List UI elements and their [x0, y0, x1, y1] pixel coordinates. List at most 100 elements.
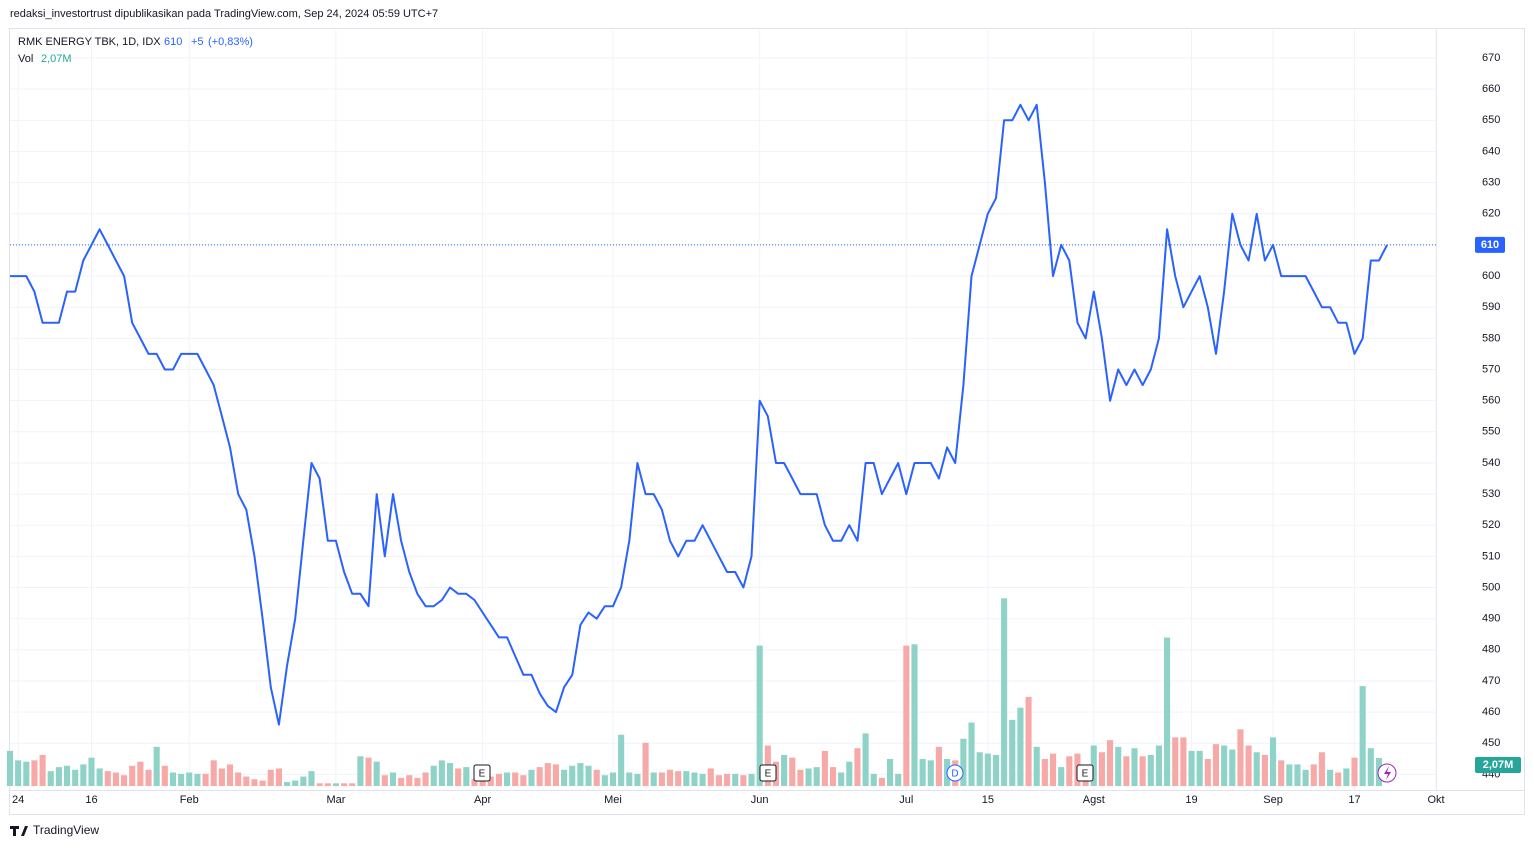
volume-bar: [112, 772, 119, 786]
last-volume-box: [1475, 757, 1521, 773]
volume-bar: [275, 768, 282, 786]
volume-bar: [854, 748, 861, 786]
symbol: RMK ENERGY TBK, 1D, IDX: [18, 36, 161, 48]
volume-bar: [308, 771, 315, 786]
volume-bar: [63, 765, 71, 786]
volume-bar: [528, 769, 535, 786]
volume-bar: [55, 767, 62, 786]
x-tick-label: Jul: [899, 794, 913, 806]
volume-bar: [699, 773, 706, 786]
lightning-icon[interactable]: [1377, 763, 1397, 783]
last-price-box: [1475, 236, 1505, 253]
change-pct: (+0,83%): [208, 36, 253, 48]
volume-bar: [202, 773, 209, 786]
y-tick-label: 470: [1482, 675, 1500, 687]
volume-bar: [1310, 764, 1317, 786]
price: 610: [164, 36, 182, 48]
volume-bar: [1302, 769, 1309, 786]
volume-bar: [1221, 745, 1228, 786]
volume-bar: [479, 780, 486, 786]
x-tick-label: Okt: [1427, 794, 1444, 806]
volume-bar: [895, 773, 902, 786]
last-volume-label: 2,07M: [1483, 759, 1514, 771]
volume-bar: [984, 753, 991, 786]
volume-bar: [267, 769, 274, 786]
volume-bar: [919, 759, 926, 786]
volume-bar: [691, 772, 698, 786]
volume-bar: [609, 772, 617, 786]
last-price-label: 610: [1481, 239, 1499, 251]
volume-bar: [487, 776, 494, 786]
volume-bar: [846, 761, 853, 786]
volume-bar: [178, 773, 185, 786]
volume-bar: [569, 765, 576, 786]
volume-bar: [235, 772, 242, 786]
price-line-group: [10, 103, 1388, 726]
event-marker[interactable]: E: [759, 764, 777, 782]
x-tick-label: Jun: [751, 794, 769, 806]
volume-bar: [650, 772, 657, 786]
volume-bar: [544, 763, 551, 786]
y-tick-label: 590: [1482, 301, 1500, 313]
volume-bar: [1058, 767, 1065, 786]
y-tick-label: 600: [1482, 270, 1500, 282]
volume-bar: [1090, 745, 1097, 786]
price-line: [10, 103, 1388, 726]
volume-bar: [1367, 748, 1374, 786]
volume-bar: [495, 773, 502, 786]
volume-bar: [463, 767, 470, 786]
volume-bar: [169, 772, 177, 786]
volume-bar: [748, 773, 755, 786]
event-marker[interactable]: E: [1076, 764, 1094, 782]
volume-bar: [577, 763, 584, 786]
volume-bar: [446, 763, 454, 786]
y-tick-label: 480: [1482, 644, 1500, 656]
volume-bar: [324, 783, 331, 786]
volume-bar: [715, 775, 722, 786]
volume-bar: [1335, 772, 1342, 786]
event-marker[interactable]: D: [946, 764, 964, 782]
volume-bar: [1001, 598, 1008, 786]
volume-bar: [585, 765, 592, 786]
x-tick-label: Mei: [604, 794, 622, 806]
volume-bar: [455, 768, 462, 786]
volume-bar: [1139, 756, 1146, 786]
volume-bar: [593, 769, 600, 786]
y-tick-label: 530: [1482, 488, 1500, 500]
y-tick-label: 630: [1482, 177, 1500, 189]
grid: [10, 30, 1437, 790]
volume-bar: [15, 760, 22, 786]
volume-bar: [1025, 696, 1032, 786]
volume-bar: [732, 773, 739, 786]
volume-bar: [658, 772, 665, 786]
volume-bar: [243, 776, 250, 786]
volume-bar: [31, 760, 38, 786]
volume-bar: [1196, 750, 1203, 786]
volume-bar: [1123, 756, 1130, 786]
volume-bar: [821, 750, 828, 786]
volume-bar: [23, 761, 30, 786]
volume-bar: [805, 768, 812, 786]
volume-bar: [683, 771, 690, 786]
y-tick-label: 670: [1482, 52, 1500, 64]
event-marker[interactable]: E: [473, 764, 491, 782]
chart-frame: [9, 28, 1525, 815]
event-label: E: [479, 769, 486, 780]
volume-bar: [1359, 686, 1366, 786]
volume-bar: [1017, 707, 1024, 786]
volume-bar: [797, 769, 804, 786]
volume-bar: [1164, 637, 1171, 786]
volume-bar: [121, 775, 128, 786]
volume-bar: [724, 773, 731, 786]
volume-bar: [398, 777, 405, 786]
volume-bar: [781, 754, 788, 786]
volume-bars: [6, 598, 1383, 786]
y-tick-label: 550: [1482, 426, 1500, 438]
volume-bar: [137, 761, 144, 786]
volume-bar: [406, 775, 413, 786]
volume-bar: [259, 780, 266, 786]
volume-bar: [862, 733, 869, 786]
volume-bar: [601, 775, 608, 786]
volume-bar: [536, 767, 543, 786]
